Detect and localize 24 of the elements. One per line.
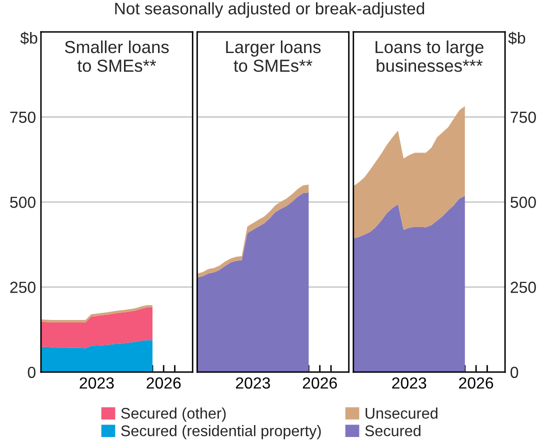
x-tick-label: 2023: [80, 377, 114, 389]
y-axis-title: $b: [20, 32, 38, 45]
y-tick-label: 250: [510, 282, 536, 293]
y-tick-label: 750: [510, 112, 536, 123]
text: Loans to large businesses***: [376, 40, 484, 72]
y-axis-title: $b: [508, 32, 526, 45]
y-tick-label: 0: [28, 366, 36, 378]
legend-label: Secured: [365, 425, 420, 436]
x-tick-label: 2023: [392, 377, 426, 389]
y-tick-label: 750: [10, 112, 36, 123]
legend-label: Unsecured: [366, 408, 438, 419]
x-tick-label: 2026: [302, 377, 337, 389]
x-tick-label: 2026: [146, 377, 181, 389]
x-tick-label: 2026: [459, 377, 494, 389]
text: Larger loans to SMEs**: [226, 40, 321, 72]
y-tick-label: 500: [510, 196, 536, 208]
x-tick-label: 2023: [236, 377, 270, 389]
y-tick-label: 250: [10, 282, 36, 293]
text: Smaller loans to SMEs**: [65, 40, 169, 72]
y-tick-label: 500: [10, 196, 36, 208]
y-tick-label: 0: [510, 366, 518, 378]
text: Not seasonally adjusted or break-adjusted: [115, 2, 424, 18]
legend-label: Secured (other): [121, 408, 226, 422]
legend-label: Secured (residential property): [121, 425, 321, 440]
